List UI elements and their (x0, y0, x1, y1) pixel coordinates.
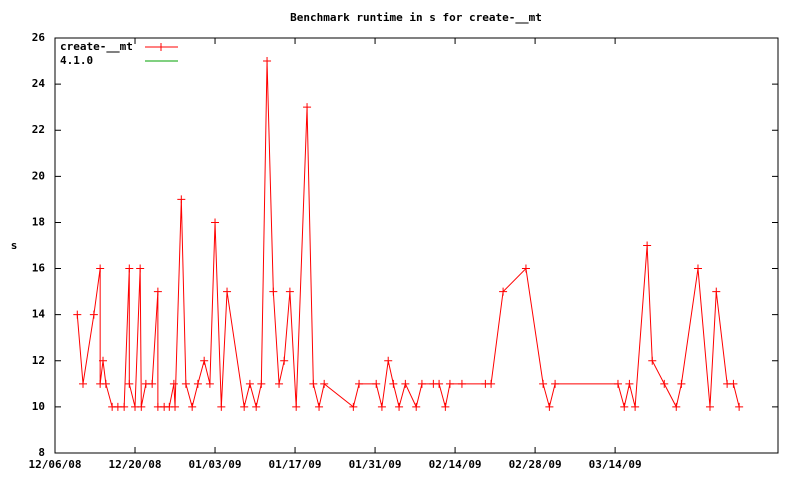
point-marker (136, 264, 145, 273)
point-marker (712, 287, 721, 296)
point-marker (285, 287, 294, 296)
point-marker (729, 379, 738, 388)
point-marker (181, 379, 190, 388)
point-marker (153, 287, 162, 296)
point-marker (193, 379, 202, 388)
point-marker (620, 402, 629, 411)
legend-label: 4.1.0 (60, 54, 93, 67)
point-marker (252, 402, 261, 411)
y-tick-label: 24 (32, 77, 46, 90)
point-marker (292, 402, 301, 411)
chart-title: Benchmark runtime in s for create-__mt (290, 11, 542, 24)
point-marker (257, 379, 266, 388)
point-marker (372, 379, 381, 388)
point-marker (551, 379, 560, 388)
y-tick-label: 8 (38, 446, 45, 459)
point-marker (169, 379, 178, 388)
point-marker (705, 402, 714, 411)
point-marker (315, 402, 324, 411)
point-marker (677, 379, 686, 388)
point-marker (280, 356, 289, 365)
legend-label: create-__mt (60, 40, 133, 53)
point-marker (355, 379, 364, 388)
x-tick-label: 01/31/09 (349, 458, 402, 471)
point-marker (412, 402, 421, 411)
point-marker (96, 264, 105, 273)
x-tick-label: 01/17/09 (269, 458, 322, 471)
plot-border (54, 37, 779, 454)
point-marker (275, 379, 284, 388)
point-marker (217, 402, 226, 411)
point-marker (148, 379, 157, 388)
y-tick-label: 22 (32, 123, 45, 136)
point-marker (613, 379, 622, 388)
point-marker (120, 402, 129, 411)
point-marker (417, 379, 426, 388)
point-marker (401, 379, 410, 388)
point-marker (240, 402, 249, 411)
point-marker (377, 402, 386, 411)
legend-marker (157, 43, 165, 51)
point-marker (89, 310, 98, 319)
point-marker (672, 402, 681, 411)
y-tick-label: 20 (32, 169, 45, 182)
x-tick-label: 12/20/08 (109, 458, 162, 471)
y-tick-label: 14 (32, 308, 46, 321)
point-marker (631, 402, 640, 411)
point-marker (125, 264, 134, 273)
point-marker (177, 195, 186, 204)
point-marker (269, 287, 278, 296)
point-marker (245, 379, 254, 388)
point-marker (137, 402, 146, 411)
point-marker (735, 402, 744, 411)
x-tick-label: 02/28/09 (509, 458, 562, 471)
point-marker (384, 356, 393, 365)
point-marker (200, 356, 209, 365)
point-marker (660, 379, 669, 388)
point-marker (211, 218, 220, 227)
y-tick-label: 26 (32, 31, 46, 44)
point-marker (395, 402, 404, 411)
point-marker (73, 310, 82, 319)
point-marker (545, 402, 554, 411)
point-marker (263, 57, 272, 66)
point-marker (171, 402, 180, 411)
point-marker (303, 103, 312, 112)
y-tick-label: 10 (32, 400, 45, 413)
point-marker (389, 379, 398, 388)
y-tick-label: 18 (32, 215, 45, 228)
y-axis-label: s (11, 239, 18, 252)
point-marker (648, 356, 657, 365)
point-marker (349, 402, 358, 411)
y-tick-label: 16 (32, 262, 46, 275)
point-marker (188, 402, 197, 411)
point-marker (99, 356, 108, 365)
x-tick-label: 01/03/09 (189, 458, 242, 471)
point-marker (643, 241, 652, 250)
point-marker (539, 379, 548, 388)
point-marker (445, 379, 454, 388)
point-marker (309, 379, 318, 388)
point-marker (457, 379, 466, 388)
x-tick-label: 03/14/09 (589, 458, 642, 471)
point-marker (79, 379, 88, 388)
point-marker (205, 379, 214, 388)
point-marker (441, 402, 450, 411)
point-marker (499, 287, 508, 296)
point-marker (125, 379, 134, 388)
point-marker (223, 287, 232, 296)
point-marker (320, 379, 329, 388)
x-tick-label: 12/06/08 (29, 458, 82, 471)
x-tick-label: 02/14/09 (429, 458, 482, 471)
point-marker (693, 264, 702, 273)
point-marker (435, 379, 444, 388)
point-marker (521, 264, 530, 273)
point-marker (101, 379, 110, 388)
point-marker (487, 379, 496, 388)
y-tick-label: 12 (32, 354, 45, 367)
point-marker (625, 379, 634, 388)
